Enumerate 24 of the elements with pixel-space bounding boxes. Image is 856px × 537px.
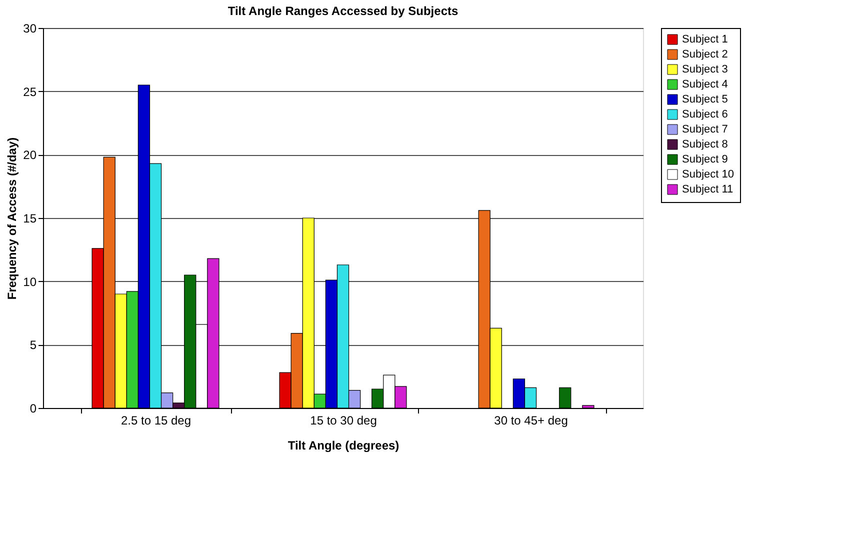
x-tick-label: 30 to 45+ deg bbox=[494, 414, 568, 428]
y-tick-label: 5 bbox=[30, 338, 37, 352]
legend-label: Subject 4 bbox=[682, 78, 728, 90]
chart-title: Tilt Angle Ranges Accessed by Subjects bbox=[228, 4, 458, 18]
y-axis-title: Frequency of Access (#/day) bbox=[5, 137, 20, 300]
y-tick-label: 15 bbox=[23, 212, 37, 226]
x-axis-title: Tilt Angle (degrees) bbox=[288, 438, 400, 452]
y-tick-label: 10 bbox=[23, 274, 37, 289]
legend-label: Subject 3 bbox=[682, 64, 728, 76]
x-tick-label: 15 to 30 deg bbox=[310, 414, 377, 428]
legend-label: Subject 7 bbox=[682, 124, 728, 136]
legend-label: Subject 11 bbox=[682, 184, 734, 196]
legend-label: Subject 9 bbox=[682, 154, 728, 166]
y-tick-label: 20 bbox=[23, 148, 37, 162]
legend-label: Subject 8 bbox=[682, 138, 728, 150]
legend-label: Subject 5 bbox=[682, 94, 728, 106]
legend-label: Subject 6 bbox=[682, 108, 728, 120]
y-tick-label: 25 bbox=[23, 84, 37, 99]
legend-label: Subject 10 bbox=[682, 168, 734, 180]
y-tick-label: 30 bbox=[23, 22, 37, 36]
x-tick-label: 2.5 to 15 deg bbox=[120, 414, 192, 428]
legend-label: Subject 2 bbox=[682, 48, 728, 60]
y-tick-label: 0 bbox=[30, 402, 37, 416]
legend-label: Subject 1 bbox=[682, 34, 728, 46]
